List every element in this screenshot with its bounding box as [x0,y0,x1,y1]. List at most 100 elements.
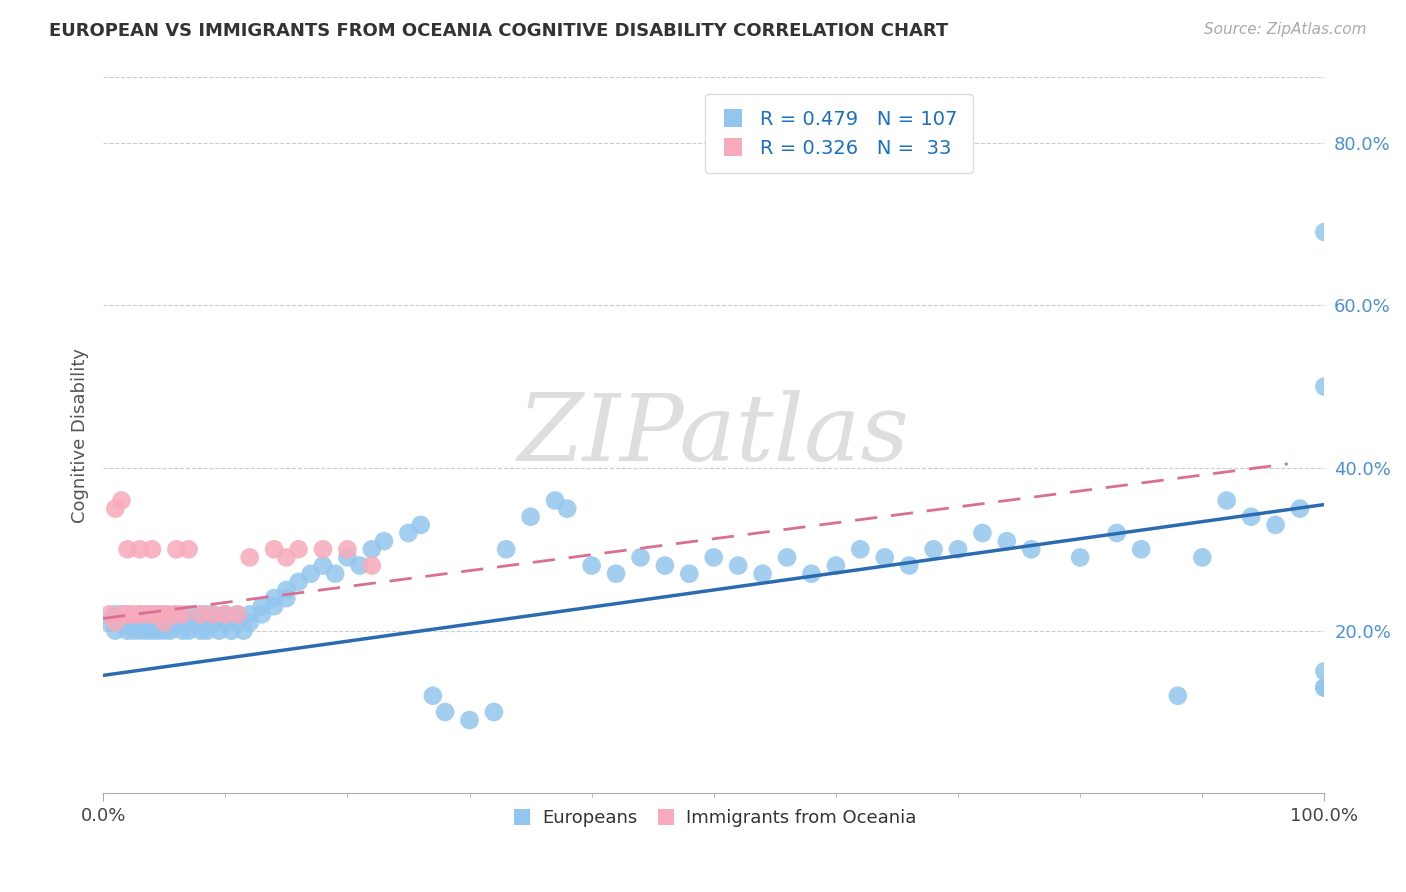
Point [1167,689,1189,703]
Point [202,615,225,630]
Point [409,517,432,532]
Point [122,607,145,622]
Point [727,558,749,573]
Point [800,566,823,581]
Point [202,607,225,622]
Point [581,558,603,573]
Text: ZIPatlas: ZIPatlas [517,391,910,481]
Legend: Europeans, Immigrants from Oceania: Europeans, Immigrants from Oceania [503,802,924,834]
Point [398,526,420,541]
Point [544,493,567,508]
Text: Source: ZipAtlas.com: Source: ZipAtlas.com [1204,22,1367,37]
Point [172,607,194,622]
Point [153,607,176,622]
Point [287,574,309,589]
Point [195,607,218,622]
Point [336,542,359,557]
Text: EUROPEAN VS IMMIGRANTS FROM OCEANIA COGNITIVE DISABILITY CORRELATION CHART: EUROPEAN VS IMMIGRANTS FROM OCEANIA COGN… [49,22,949,40]
Point [678,566,700,581]
Point [995,534,1018,549]
Point [128,607,150,622]
Point [110,615,132,630]
Point [972,526,994,541]
Point [141,615,163,630]
Point [226,615,249,630]
Point [226,607,249,622]
Point [1240,509,1263,524]
Point [373,534,395,549]
Point [276,582,298,597]
Point [263,599,285,614]
Point [208,624,231,638]
Point [1019,542,1042,557]
Point [153,615,176,630]
Point [110,607,132,622]
Point [250,607,273,622]
Point [263,542,285,557]
Point [110,493,132,508]
Point [165,607,187,622]
Point [117,542,139,557]
Point [214,607,236,622]
Point [250,599,273,614]
Point [146,607,169,622]
Point [312,558,335,573]
Point [214,607,236,622]
Point [239,615,262,630]
Point [98,615,121,630]
Point [128,615,150,630]
Point [825,558,848,573]
Point [239,607,262,622]
Point [873,550,896,565]
Point [110,607,132,622]
Point [141,607,163,622]
Point [117,607,139,622]
Point [165,542,187,557]
Point [195,624,218,638]
Point [135,624,157,638]
Point [287,542,309,557]
Point [482,705,505,719]
Point [190,607,212,622]
Point [1191,550,1213,565]
Point [1289,501,1312,516]
Y-axis label: Cognitive Disability: Cognitive Disability [72,348,89,523]
Point [1313,379,1336,393]
Point [1313,681,1336,695]
Point [172,624,194,638]
Point [360,542,382,557]
Point [276,591,298,606]
Point [177,615,200,630]
Point [190,607,212,622]
Point [141,615,163,630]
Point [117,624,139,638]
Point [360,558,382,573]
Point [104,607,127,622]
Point [312,542,335,557]
Point [495,542,517,557]
Point [135,607,157,622]
Point [146,607,169,622]
Point [1313,225,1336,239]
Point [1215,493,1237,508]
Point [98,607,121,622]
Point [172,615,194,630]
Point [898,558,921,573]
Point [104,501,127,516]
Point [153,607,176,622]
Point [146,624,169,638]
Point [323,566,346,581]
Point [226,607,249,622]
Point [165,615,187,630]
Point [117,607,139,622]
Point [349,558,371,573]
Point [122,624,145,638]
Point [422,689,444,703]
Point [153,615,176,630]
Point [202,607,225,622]
Point [153,624,176,638]
Point [159,615,181,630]
Point [104,624,127,638]
Point [177,624,200,638]
Point [141,607,163,622]
